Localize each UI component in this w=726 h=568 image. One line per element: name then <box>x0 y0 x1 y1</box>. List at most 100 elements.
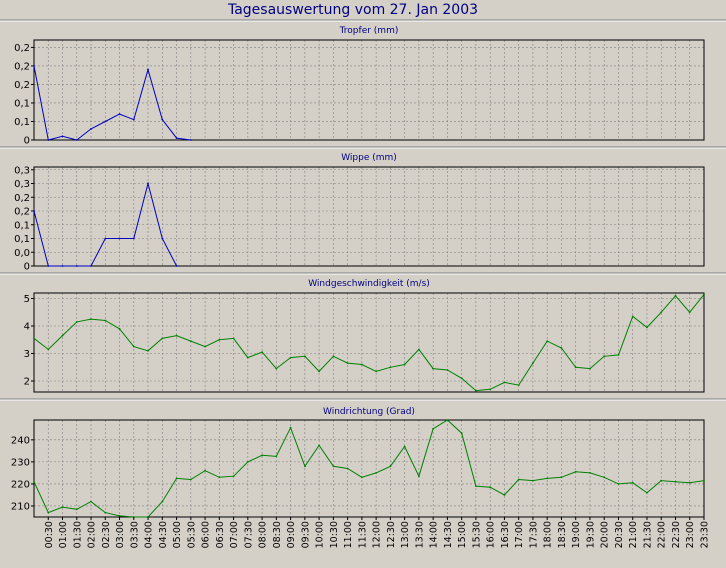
data-point <box>574 470 577 473</box>
y-tick-label: 5 <box>24 294 30 305</box>
data-point <box>574 366 577 369</box>
data-point <box>304 465 306 468</box>
data-point <box>646 491 648 494</box>
data-point <box>346 467 349 470</box>
data-point <box>560 347 563 349</box>
x-tick-label: 08:30 <box>272 521 283 548</box>
x-tick-label: 18:30 <box>557 521 568 548</box>
data-point <box>674 480 677 483</box>
y-tick-label: 0,3 <box>14 165 30 176</box>
x-tick-label: 00:30 <box>44 521 55 548</box>
data-point <box>47 139 50 141</box>
x-tick-label: 11:00 <box>343 521 354 548</box>
x-tick-label: 22:00 <box>657 521 668 548</box>
panel-title: Wippe (mm) <box>341 153 397 163</box>
y-tick-label: 0,1 <box>14 98 30 109</box>
data-point <box>147 182 149 185</box>
y-tick-label: 0 <box>24 262 30 273</box>
data-point <box>418 348 420 351</box>
data-point <box>332 355 335 358</box>
data-point <box>289 426 292 429</box>
x-tick-label: 02:00 <box>87 521 98 548</box>
data-point <box>517 478 520 481</box>
data-point <box>232 337 235 340</box>
data-point <box>460 377 463 380</box>
data-point <box>175 334 178 337</box>
data-point <box>161 118 164 121</box>
data-point <box>75 139 78 141</box>
data-point <box>418 475 420 478</box>
data-point <box>446 369 449 371</box>
data-point <box>475 485 477 487</box>
x-tick-label: 17:30 <box>528 521 539 548</box>
x-tick-label: 06:30 <box>215 521 226 548</box>
data-point <box>560 476 563 479</box>
x-axis: 00:30 01:00 01:30 02:00 02:30 03:00 03:30 04:00… <box>44 517 711 548</box>
data-point <box>660 479 663 482</box>
data-point <box>660 311 663 314</box>
data-point <box>617 354 620 356</box>
series-line <box>33 294 705 392</box>
data-point <box>261 454 263 457</box>
y-tick-label: 220 <box>11 479 30 490</box>
data-point <box>246 461 249 463</box>
data-point <box>517 384 520 386</box>
data-point <box>175 137 178 140</box>
data-point <box>489 388 492 391</box>
data-point <box>275 455 278 458</box>
x-tick-label: 09:30 <box>300 521 311 548</box>
x-tick-label: 13:00 <box>400 521 411 548</box>
data-point <box>318 370 320 373</box>
y-tick-label: 0,2 <box>14 207 30 218</box>
data-point <box>403 363 406 366</box>
y-tick-label: 0,1 <box>14 234 30 245</box>
data-point <box>332 465 335 468</box>
data-point <box>688 481 691 484</box>
data-point <box>318 444 320 447</box>
y-tick-label: 3 <box>24 349 30 360</box>
data-point <box>104 120 107 123</box>
data-point <box>617 483 620 485</box>
data-point <box>175 477 178 480</box>
data-point <box>61 135 64 138</box>
data-point <box>47 265 50 267</box>
x-tick-label: 14:30 <box>443 521 454 548</box>
chart-panel-1: Tropfer (mm) 0 0,1 0,1 0,2 0,2 0,2 <box>0 19 726 147</box>
data-point <box>175 265 178 267</box>
data-point <box>33 337 35 340</box>
plot-frame <box>33 39 705 141</box>
y-tick-label: 0,2 <box>14 61 30 72</box>
data-point <box>646 326 648 329</box>
x-tick-label: 19:30 <box>585 521 596 548</box>
data-point <box>389 465 392 468</box>
x-tick-label: 10:00 <box>315 521 326 548</box>
panel-title: Windgeschwindigkeit (m/s) <box>308 279 430 289</box>
data-point <box>61 265 64 267</box>
data-point <box>61 334 64 337</box>
data-point <box>33 480 35 483</box>
plot-frame <box>33 419 705 518</box>
chart-panel-4: Windrichtung (Grad) 210 220 230 240 <box>0 398 726 518</box>
data-point <box>631 481 634 484</box>
data-point <box>603 355 606 358</box>
data-point <box>33 210 35 212</box>
data-point <box>75 321 78 323</box>
data-point <box>688 311 691 314</box>
data-point <box>90 318 92 320</box>
data-point <box>90 127 92 130</box>
x-tick-label: 23:00 <box>685 521 696 548</box>
x-tick-label: 16:00 <box>486 521 497 548</box>
x-tick-label: 20:30 <box>614 521 625 548</box>
x-tick-label: 04:30 <box>158 521 169 548</box>
x-tick-label: 20:00 <box>600 521 611 548</box>
data-point <box>118 515 121 517</box>
x-tick-label: 05:30 <box>186 521 197 548</box>
y-tick-label: 0,0 <box>14 248 30 259</box>
x-tick-label: 01:00 <box>58 521 69 548</box>
x-tick-label: 12:00 <box>372 521 383 548</box>
data-point <box>375 472 377 474</box>
y-tick-label: 2 <box>24 377 30 388</box>
x-tick-label: 22:30 <box>671 521 682 548</box>
